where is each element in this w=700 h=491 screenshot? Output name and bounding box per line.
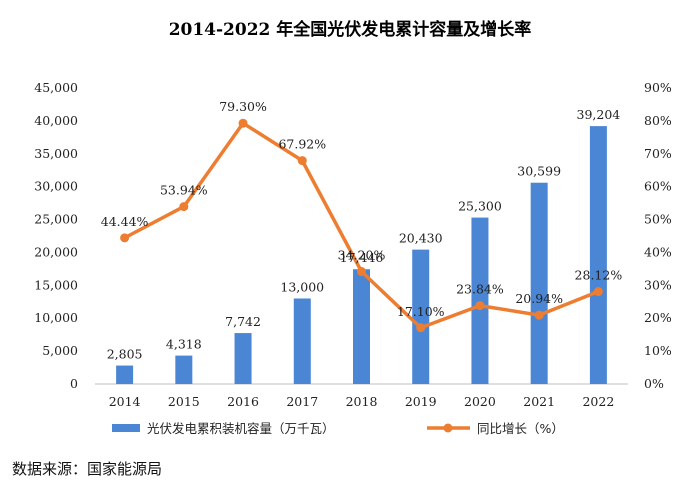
y-right-tick-label: 10% bbox=[644, 343, 672, 358]
y-left-tick-label: 15,000 bbox=[34, 277, 78, 292]
legend-bar-swatch bbox=[112, 424, 140, 432]
y-left-tick-label: 20,000 bbox=[34, 244, 78, 259]
x-tick-label: 2017 bbox=[286, 394, 318, 409]
x-tick-label: 2015 bbox=[168, 394, 200, 409]
growth-value-label: 53.94% bbox=[160, 183, 208, 198]
growth-marker bbox=[357, 267, 366, 277]
growth-marker bbox=[416, 323, 426, 333]
y-left-tick-label: 25,000 bbox=[34, 212, 78, 227]
y-left-tick-label: 10,000 bbox=[34, 310, 78, 325]
bar-value-label: 13,000 bbox=[280, 279, 324, 294]
bar-value-label: 25,300 bbox=[458, 199, 502, 214]
growth-value-label: 20.94% bbox=[515, 291, 563, 306]
chart-title: 2014-2022 年全国光伏发电累计容量及增长率 bbox=[169, 19, 532, 40]
y-left-tick-label: 30,000 bbox=[34, 179, 78, 194]
bar bbox=[175, 355, 193, 384]
bar-value-label: 2,805 bbox=[107, 347, 143, 362]
y-left-tick-label: 0 bbox=[70, 376, 78, 391]
y-right-tick-label: 80% bbox=[644, 113, 672, 128]
bar-series bbox=[116, 126, 607, 384]
line-series bbox=[120, 118, 603, 333]
growth-value-label: 67.92% bbox=[278, 137, 326, 152]
y-left-tick-label: 5,000 bbox=[42, 343, 78, 358]
growth-marker bbox=[238, 118, 248, 128]
growth-value-label: 23.84% bbox=[456, 282, 504, 297]
bar bbox=[589, 126, 607, 384]
growth-marker bbox=[593, 287, 603, 297]
x-tick-label: 2016 bbox=[227, 394, 259, 409]
legend-bar-label: 光伏发电累积装机容量（万千瓦） bbox=[147, 421, 335, 436]
growth-marker bbox=[534, 310, 544, 320]
legend: 光伏发电累积装机容量（万千瓦） 同比增长（%） bbox=[112, 421, 564, 436]
bar bbox=[234, 333, 252, 384]
y-right-tick-label: 60% bbox=[644, 179, 672, 194]
x-tick-label: 2022 bbox=[582, 394, 614, 409]
x-tick-label: 2020 bbox=[464, 394, 496, 409]
growth-value-label: 44.44% bbox=[101, 214, 149, 229]
bar bbox=[471, 217, 489, 384]
y-left-tick-label: 35,000 bbox=[34, 146, 78, 161]
legend-line-label: 同比增长（%） bbox=[477, 421, 564, 436]
y-right-tick-label: 40% bbox=[644, 244, 672, 259]
y-left-tick-label: 40,000 bbox=[34, 113, 78, 128]
bar bbox=[530, 182, 548, 384]
y-right-tick-label: 50% bbox=[644, 212, 672, 227]
growth-value-label: 17.10% bbox=[397, 304, 445, 319]
y-right-tick-label: 90% bbox=[644, 80, 672, 95]
data-labels: 2,805 4,318 7,742 13,000 17,446 20,430 25,300 3… bbox=[101, 99, 623, 361]
bar-value-label: 30,599 bbox=[517, 164, 561, 179]
bar bbox=[353, 269, 370, 384]
growth-marker bbox=[297, 156, 307, 166]
legend-line-marker bbox=[443, 423, 453, 433]
bar-value-label: 17,446 bbox=[340, 250, 384, 265]
y-right-tick-label: 20% bbox=[644, 310, 672, 325]
bar bbox=[293, 298, 311, 384]
growth-marker bbox=[179, 202, 189, 212]
y-right-tick-label: 0% bbox=[644, 376, 664, 391]
growth-marker bbox=[120, 233, 130, 243]
source-note: 数据来源：国家能源局 bbox=[12, 460, 163, 478]
x-tick-label: 2018 bbox=[346, 394, 378, 409]
y-left-tick-label: 45,000 bbox=[34, 80, 78, 95]
x-tick-label: 2021 bbox=[523, 394, 555, 409]
growth-value-label: 34.20% bbox=[338, 248, 386, 263]
growth-marker bbox=[475, 301, 485, 311]
axes: 0 5,000 10,000 15,000 20,000 25,000 30,000 35,0… bbox=[34, 80, 672, 409]
growth-value-label: 28.12% bbox=[575, 268, 623, 283]
bar bbox=[116, 365, 134, 384]
bar bbox=[412, 249, 430, 384]
growth-value-label: 79.30% bbox=[219, 99, 267, 114]
bar-value-label: 7,742 bbox=[225, 314, 261, 329]
bar-value-label: 20,430 bbox=[399, 231, 443, 246]
bar-value-label: 39,204 bbox=[577, 107, 621, 122]
x-tick-label: 2014 bbox=[109, 394, 141, 409]
bar-value-label: 4,318 bbox=[166, 337, 202, 352]
y-right-tick-label: 70% bbox=[644, 146, 672, 161]
y-right-tick-label: 30% bbox=[644, 277, 672, 292]
x-tick-label: 2019 bbox=[405, 394, 437, 409]
